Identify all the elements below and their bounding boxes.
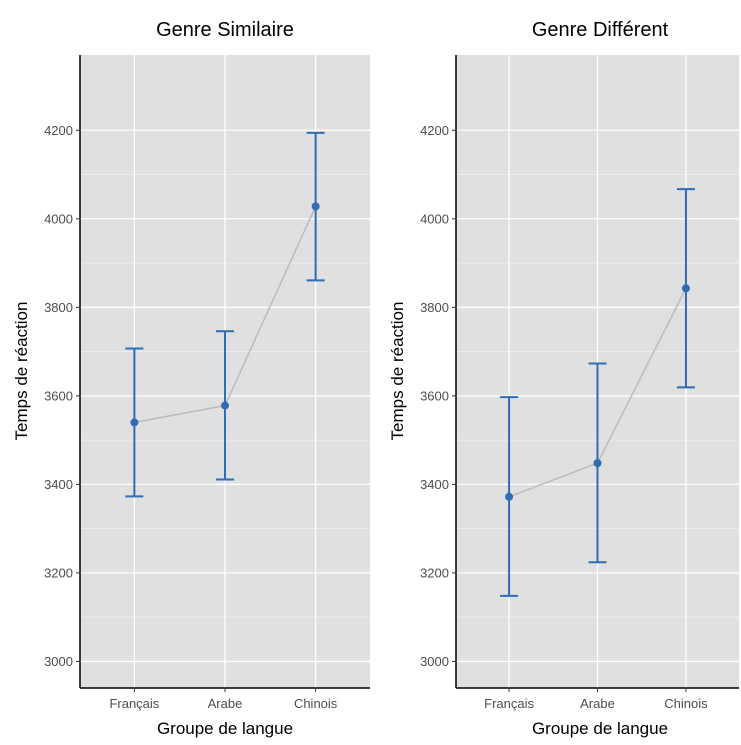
y-tick-label: 4000 bbox=[44, 211, 73, 226]
panel-title: Genre Similaire bbox=[156, 19, 294, 41]
y-tick-label: 3400 bbox=[44, 477, 73, 492]
data-point bbox=[130, 418, 139, 427]
y-tick-label: 3800 bbox=[44, 300, 73, 315]
x-tick-label: Français bbox=[109, 696, 159, 711]
x-tick-label: Chinois bbox=[294, 696, 338, 711]
data-point bbox=[593, 459, 602, 468]
data-point bbox=[311, 202, 320, 211]
x-tick-label: Arabe bbox=[580, 696, 615, 711]
y-tick-label: 3200 bbox=[420, 565, 449, 580]
y-tick-label: 3800 bbox=[420, 300, 449, 315]
major-gridlines bbox=[456, 55, 739, 688]
panel-title: Genre Différent bbox=[532, 19, 669, 41]
y-tick-group: 3000 3200 3400 3600 3800 4000 4200 bbox=[420, 123, 456, 669]
x-axis-title: Groupe de langue bbox=[532, 719, 668, 738]
y-tick-label: 3400 bbox=[420, 477, 449, 492]
x-tick-group: Français Arabe Chinois bbox=[484, 688, 708, 711]
panel-genre-similaire: 3000 3200 3400 3600 3800 4000 4200 Français Ara… bbox=[12, 19, 370, 738]
x-tick-label: Chinois bbox=[664, 696, 708, 711]
point-group bbox=[505, 284, 690, 501]
x-tick-label: Français bbox=[484, 696, 534, 711]
y-tick-label: 4200 bbox=[44, 123, 73, 138]
x-axis-title: Groupe de langue bbox=[157, 719, 293, 738]
x-tick-label: Arabe bbox=[208, 696, 243, 711]
y-tick-label: 3200 bbox=[44, 565, 73, 580]
y-tick-label: 3600 bbox=[44, 388, 73, 403]
panel-genre-different: 3000 3200 3400 3600 3800 4000 4200 Français Ara… bbox=[388, 19, 739, 738]
y-tick-label: 4000 bbox=[420, 211, 449, 226]
y-axis-title: Temps de réaction bbox=[12, 302, 31, 441]
y-tick-label: 3600 bbox=[420, 388, 449, 403]
x-tick-group: Français Arabe Chinois bbox=[109, 688, 338, 711]
y-axis-title: Temps de réaction bbox=[388, 302, 407, 441]
point-group bbox=[130, 202, 320, 427]
y-tick-label: 4200 bbox=[420, 123, 449, 138]
y-tick-group: 3000 3200 3400 3600 3800 4000 4200 bbox=[44, 123, 80, 669]
y-tick-label: 3000 bbox=[44, 654, 73, 669]
data-point bbox=[505, 492, 514, 501]
data-point bbox=[681, 284, 690, 293]
data-point bbox=[221, 401, 229, 410]
y-tick-label: 3000 bbox=[420, 654, 449, 669]
